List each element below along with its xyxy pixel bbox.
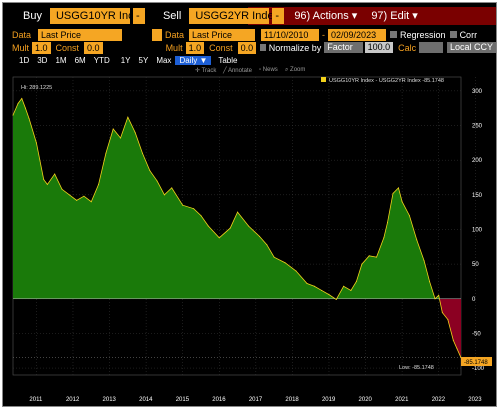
tab-daily[interactable]: Daily ▼ bbox=[175, 56, 212, 65]
tab-1d[interactable]: 1D bbox=[19, 56, 30, 65]
x-tick-label: 2015 bbox=[176, 397, 190, 403]
y-tick-label: 100 bbox=[472, 227, 483, 233]
positive-area bbox=[13, 98, 461, 299]
x-tick-label: 2022 bbox=[432, 397, 446, 403]
mult-field[interactable]: 1.0 bbox=[32, 41, 51, 54]
low-annotation: Low: -85.1748 bbox=[399, 365, 434, 371]
tab-ytd[interactable]: YTD bbox=[93, 56, 110, 65]
last-value-badge bbox=[461, 357, 492, 366]
regression-checkbox[interactable] bbox=[390, 31, 398, 38]
buy-ticker-field[interactable]: USGG10YR Inc bbox=[49, 8, 134, 24]
edit-menu[interactable]: 97) Edit ▾ bbox=[371, 10, 418, 22]
tab-1m[interactable]: 1M bbox=[55, 56, 67, 65]
y-axis: 300 250 200 150 100 50 0 -50 -100 bbox=[472, 89, 485, 372]
tab-max[interactable]: Max bbox=[156, 56, 172, 65]
annotate-tool[interactable]: ╱ Annotate bbox=[223, 68, 252, 74]
x-tick-label: 2019 bbox=[322, 397, 336, 403]
buy-label[interactable]: Buy bbox=[23, 10, 42, 22]
tab-6m[interactable]: 6M bbox=[74, 56, 86, 65]
series-line bbox=[12, 97, 462, 358]
tab-3d[interactable]: 3D bbox=[37, 56, 48, 65]
x-tick-label: 2011 bbox=[29, 397, 43, 403]
start-date-field[interactable]: 11/10/2010 bbox=[261, 28, 320, 41]
corr-label: Corr bbox=[459, 29, 478, 40]
data2-label: Data bbox=[165, 29, 185, 40]
x-tick-label: 2017 bbox=[249, 397, 263, 403]
data2-select[interactable]: Last Price bbox=[189, 28, 256, 41]
y-tick-label: 300 bbox=[472, 89, 483, 95]
y-tick-label: -50 bbox=[472, 331, 481, 337]
mult2-field[interactable]: 1.0 bbox=[185, 41, 205, 54]
mult-label: Mult bbox=[12, 42, 30, 53]
const-field[interactable]: 0.0 bbox=[84, 41, 103, 54]
calc-select[interactable] bbox=[419, 42, 443, 53]
sell-dropdown-button[interactable]: - bbox=[272, 8, 285, 24]
x-tick-label: 2012 bbox=[66, 397, 80, 403]
chart-toolbar: ✛ Track ╱ Annotate ▫ News ⌕ Zoom bbox=[3, 66, 496, 76]
mult2-label: Mult bbox=[165, 42, 183, 53]
x-tick-label: 2014 bbox=[139, 397, 153, 403]
track-tool[interactable]: ✛ Track bbox=[195, 68, 217, 74]
const2-label: Const bbox=[209, 42, 233, 53]
x-tick-label: 2016 bbox=[212, 397, 226, 403]
toolbar-maroon-band bbox=[248, 7, 496, 25]
last-value-label: -85.1748 bbox=[464, 360, 488, 366]
tab-table[interactable]: Table bbox=[218, 56, 238, 65]
y-tick-label: 150 bbox=[472, 193, 483, 199]
normalize-label: Normalize by bbox=[268, 42, 322, 53]
chart-areas bbox=[12, 97, 462, 359]
legend-label: USGG10YR Index - USGG2YR Index -85.1748 bbox=[329, 78, 444, 84]
currency-select[interactable]: Local CCY bbox=[446, 42, 496, 53]
data-settings-row: Data Last Price Data Last Price 11/10/20… bbox=[3, 28, 496, 41]
data-select[interactable]: Last Price bbox=[38, 28, 123, 41]
zoom-tool[interactable]: ⌕ Zoom bbox=[285, 67, 306, 73]
high-annotation: Hi: 289.1225 bbox=[21, 85, 52, 91]
x-tick-label: 2023 bbox=[468, 397, 482, 403]
corr-checkbox[interactable] bbox=[449, 31, 457, 38]
x-tick-label: 2018 bbox=[285, 397, 299, 403]
sell-label[interactable]: Sell bbox=[162, 10, 182, 22]
period-tabs: 1D 3D 1M 6M YTD 1Y 5Y Max Daily ▼ Table bbox=[3, 54, 496, 67]
normalize-checkbox[interactable] bbox=[260, 44, 266, 51]
tab-5y[interactable]: 5Y bbox=[138, 56, 149, 65]
date-separator: - bbox=[322, 29, 326, 40]
y-tick-label: 200 bbox=[472, 158, 483, 164]
x-tick-label: 2021 bbox=[395, 397, 409, 403]
const-label: Const bbox=[55, 42, 80, 53]
negative-area bbox=[13, 298, 461, 358]
x-tick-label: 2020 bbox=[359, 397, 373, 403]
end-date-field[interactable]: 02/09/2023 bbox=[328, 28, 387, 41]
normalize-select[interactable]: Factor bbox=[324, 42, 363, 53]
y-tick-label: -100 bbox=[472, 366, 485, 372]
actions-menu[interactable]: 96) Actions ▾ bbox=[294, 10, 358, 22]
buy-dropdown-button[interactable]: - bbox=[132, 8, 145, 24]
calc-label: Calc bbox=[398, 42, 417, 53]
y-tick-label: 0 bbox=[472, 297, 476, 303]
regression-label: Regression bbox=[400, 29, 446, 40]
trade-toolbar: Buy USGG10YR Inc - Sell USGG2YR Inde - 9… bbox=[3, 7, 496, 25]
news-tool[interactable]: ▫ News bbox=[259, 67, 278, 73]
legend-swatch bbox=[321, 77, 326, 82]
factor-field[interactable]: 100.0 bbox=[364, 42, 394, 53]
data2-color-swatch[interactable] bbox=[152, 28, 163, 41]
y-tick-label: 250 bbox=[472, 124, 483, 130]
x-axis: 2011 2012 2013 2014 2015 2016 2017 2018 2019 2020… bbox=[29, 397, 482, 403]
y-tick-label: 50 bbox=[472, 262, 479, 268]
x-tick-label: 2013 bbox=[103, 397, 117, 403]
sell-ticker-field[interactable]: USGG2YR Inde bbox=[189, 8, 274, 24]
data-label: Data bbox=[12, 29, 32, 40]
mult-const-row: Mult 1.0 Const 0.0 Mult 1.0 Const 0.0 No… bbox=[3, 41, 496, 54]
const2-field[interactable]: 0.0 bbox=[237, 41, 257, 54]
tab-1y[interactable]: 1Y bbox=[120, 56, 131, 65]
